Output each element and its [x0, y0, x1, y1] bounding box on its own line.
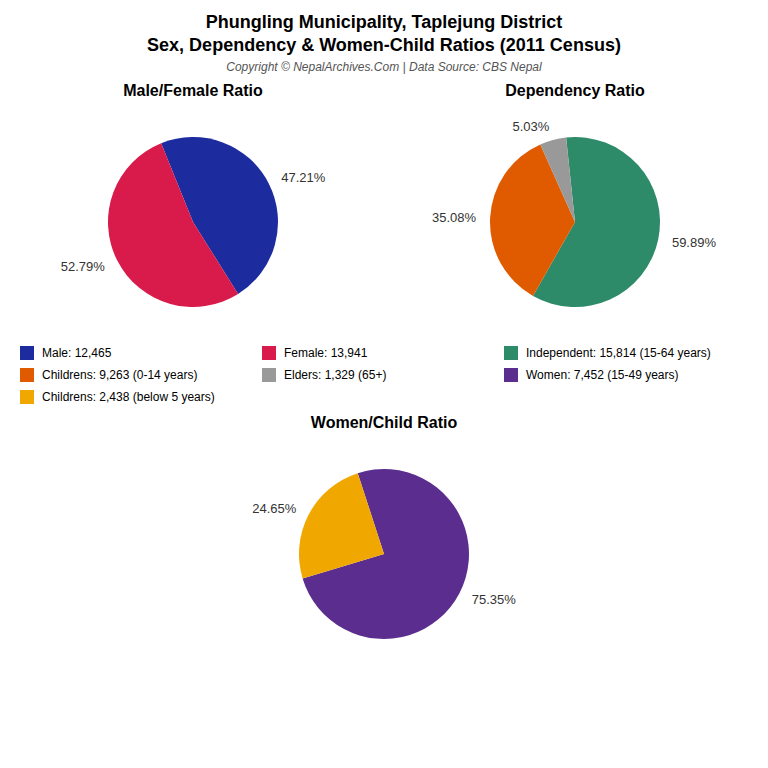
- html-text:Phungling Municipality, Taplej: Phungling Municipality, Taplejung Distri…: [205, 12, 563, 32]
- html-text:Childrens: 2,438 (below 5 year: Childrens: 2,438 (below 5 years): [42, 390, 215, 404]
- svg-text:5.03%: 5.03%: [512, 119, 549, 134]
- html-text:Women/Child Ratio: Women/Child Ratio: [310, 414, 458, 431]
- svg-text:35.08%: 35.08%: [432, 210, 477, 225]
- html-text:Independent: 15,814 (15-64 yea: Independent: 15,814 (15-64 years): [526, 346, 711, 360]
- svg-text:59.89%: 59.89%: [672, 235, 717, 250]
- html-text:Dependency Ratio: Dependency Ratio: [505, 82, 645, 99]
- svg-text:75.35%: 75.35%: [472, 592, 517, 607]
- svg-text:47.21%: 47.21%: [281, 170, 326, 185]
- html-text:Childrens: 9,263 (0-14 years): Childrens: 9,263 (0-14 years): [42, 368, 198, 382]
- html-text:Female: 13,941: Female: 13,941: [284, 346, 368, 360]
- svg-text:24.65%: 24.65%: [252, 501, 297, 516]
- html-text:Copyright © NepalArchives.Com: Copyright © NepalArchives.Com | Data Sou…: [226, 60, 542, 74]
- html-text:Male: 12,465: Male: 12,465: [42, 346, 112, 360]
- html-text:Women: 7,452 (15-49 years): Women: 7,452 (15-49 years): [526, 368, 679, 382]
- html-text:Elders: 1,329 (65+): Elders: 1,329 (65+): [284, 368, 387, 382]
- html-text:Male/Female Ratio: Male/Female Ratio: [123, 82, 263, 99]
- html-text:Sex, Dependency & Women-Child: Sex, Dependency & Women-Child Ratios (20…: [147, 35, 621, 55]
- svg-text:52.79%: 52.79%: [61, 259, 106, 274]
